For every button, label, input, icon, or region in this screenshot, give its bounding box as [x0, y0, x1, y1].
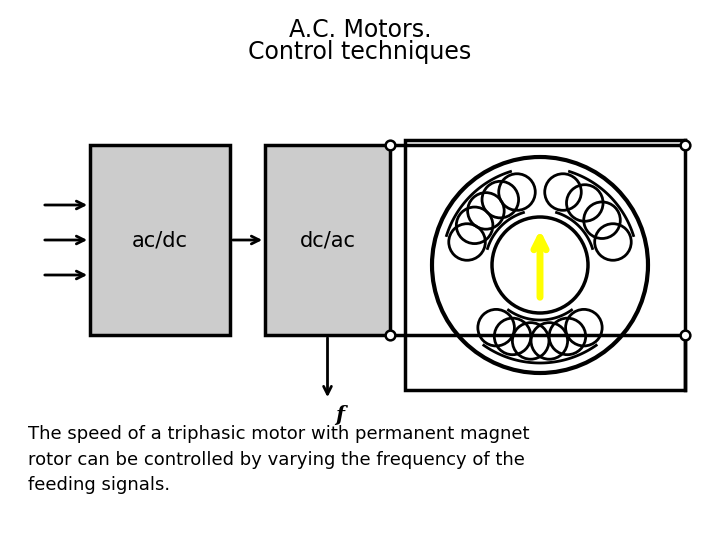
- Bar: [405, 140, 685, 390]
- Bar: [90, 145, 230, 335]
- Text: ac/dc: ac/dc: [132, 230, 188, 250]
- Text: A.C. Motors.: A.C. Motors.: [289, 18, 431, 42]
- Bar: [265, 145, 390, 335]
- Text: The speed of a triphasic motor with permanent magnet
rotor can be controlled by : The speed of a triphasic motor with perm…: [28, 425, 529, 495]
- Text: dc/ac: dc/ac: [300, 230, 356, 250]
- Text: Control techniques: Control techniques: [248, 40, 472, 64]
- Text: f: f: [336, 405, 344, 425]
